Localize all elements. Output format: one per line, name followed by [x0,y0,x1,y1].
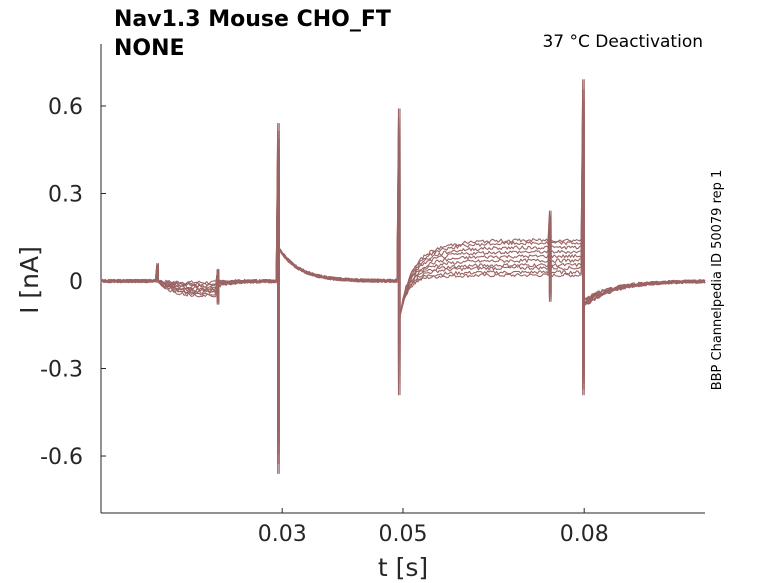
axes [100,44,705,514]
current-trace-sweep [100,99,706,455]
y-tick-label: 0.6 [48,95,83,120]
current-trace-sweep [100,79,706,475]
y-tick-label: -0.6 [40,445,83,470]
condition-label: 37 °C Deactivation [542,32,703,52]
y-tick-label: 0 [69,270,83,295]
y-tick-label: 0.3 [48,182,83,207]
chart-title-line2: NONE [114,36,185,61]
y-axis-label: I [nA] [15,246,44,314]
current-trace-sweep [100,149,706,407]
chart-title-line1: Nav1.3 Mouse CHO_FT [114,7,391,32]
y-tick-label: -0.3 [40,358,83,383]
x-tick-label: 0.03 [258,522,307,547]
x-tick-label: 0.08 [560,522,609,547]
current-trace-sweep [100,139,706,417]
y-ticks: 0.6 0.3 0 -0.3 -0.6 [40,95,106,470]
current-trace-sweep [100,109,706,446]
x-axis-label: t [s] [378,553,428,582]
current-trace-sweep [100,129,706,426]
current-trace-sweep [100,169,706,388]
current-trace-sweep [100,159,706,398]
current-trace-sweep [100,119,706,436]
x-tick-label: 0.05 [379,522,428,547]
x-ticks: 0.03 0.05 0.08 [258,508,609,547]
channelpedia-id-label: BBP Channelpedia ID 50079 rep 1 [710,170,725,391]
current-traces [100,79,706,475]
current-trace-sweep [100,89,706,465]
